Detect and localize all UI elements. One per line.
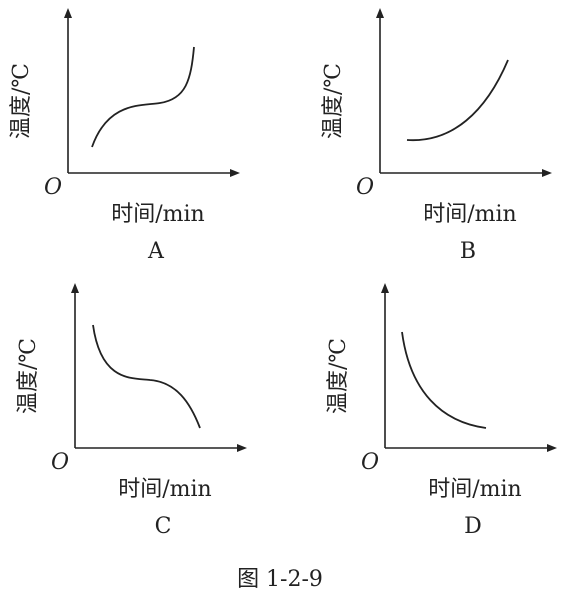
arrowhead — [71, 283, 79, 293]
caption: 图 1-2-9 — [237, 567, 323, 592]
arrowhead — [376, 8, 384, 18]
arrowhead — [237, 444, 247, 452]
panel-label: D — [464, 514, 482, 539]
y-axis-label: 温度/℃ — [16, 338, 41, 414]
x-axis-label: 时间/min — [118, 477, 211, 502]
origin-label: O — [361, 450, 379, 475]
panel-label: C — [155, 514, 172, 539]
x-axis-label: 时间/min — [428, 477, 521, 502]
arrowhead — [230, 169, 240, 177]
arrowhead — [381, 283, 389, 293]
curve — [91, 46, 195, 148]
y-axis-label: 温度/℃ — [326, 338, 351, 414]
arrowhead — [542, 169, 552, 177]
x-axis-label: 时间/min — [111, 202, 204, 227]
curve — [406, 59, 509, 141]
arrowhead — [547, 444, 557, 452]
panel-label: A — [147, 239, 165, 264]
curve — [401, 331, 487, 429]
arrowhead — [64, 8, 72, 18]
curve — [92, 324, 201, 429]
panel-label: B — [460, 239, 476, 264]
origin-label: O — [44, 175, 62, 200]
x-axis-label: 时间/min — [423, 202, 516, 227]
origin-label: O — [356, 175, 374, 200]
y-axis-label: 温度/℃ — [321, 63, 346, 139]
origin-label: O — [51, 450, 69, 475]
y-axis-label: 温度/℃ — [9, 63, 34, 139]
